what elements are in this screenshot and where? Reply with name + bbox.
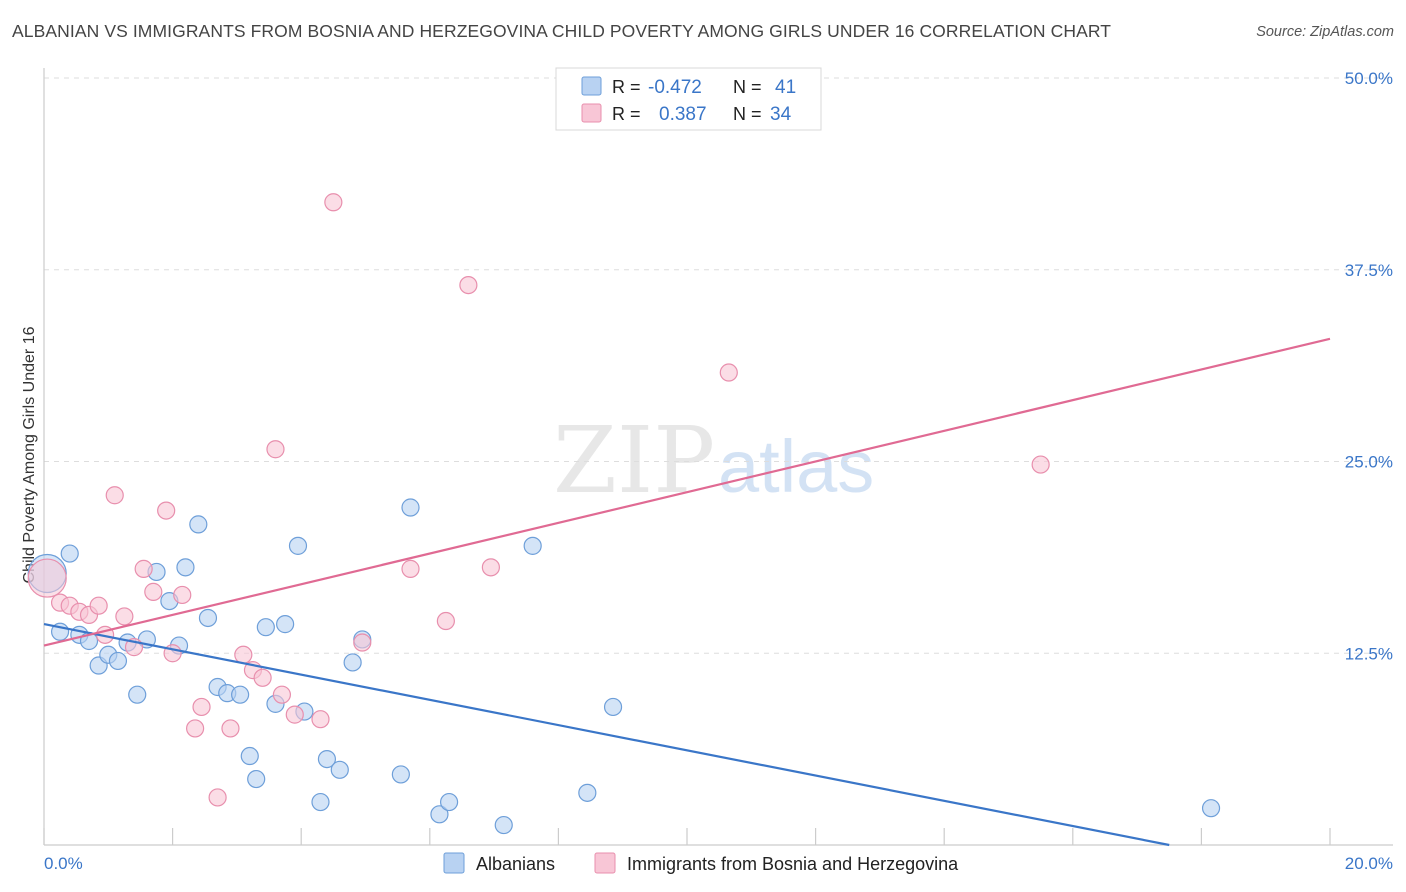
watermark: ZIP atlas	[553, 407, 874, 514]
albanians-point	[240, 746, 259, 766]
bosnia-point	[311, 710, 330, 729]
bosnia-point	[89, 596, 108, 615]
bosnia-point	[134, 559, 153, 578]
albanians-point	[343, 653, 362, 672]
albanians-point	[311, 792, 330, 812]
albanians-point	[189, 515, 208, 534]
chart-source: Source: ZipAtlas.com	[1256, 24, 1394, 40]
bosnia-point	[459, 275, 478, 295]
series-legend-label-albanians: Albanians	[476, 854, 555, 874]
bosnia-point	[221, 719, 240, 738]
albanians-trend-line	[43, 623, 1170, 847]
albanians-point	[430, 805, 449, 824]
bosnia-point	[481, 558, 500, 577]
albanians-point	[198, 608, 218, 628]
legend-r-value: 0.387	[659, 104, 707, 125]
y-tick-label: 12.5%	[1345, 644, 1393, 663]
chart-title: ALBANIAN VS IMMIGRANTS FROM BOSNIA AND H…	[12, 21, 1112, 41]
bosnia-point	[186, 719, 205, 738]
albanians-point	[494, 815, 513, 835]
albanians-point	[247, 769, 266, 789]
albanians-point	[176, 558, 195, 577]
stats-legend: R = -0.472 N = 41 R = 0.387 N = 34	[555, 67, 822, 131]
watermark-zip: ZIP	[553, 407, 715, 514]
y-tick-label: 50.0%	[1345, 69, 1393, 88]
bosnia-point	[266, 440, 285, 459]
bosnia-point	[173, 585, 192, 605]
bosnia-point	[353, 633, 372, 652]
bosnia-point	[253, 668, 272, 687]
x-tick-label-min: 0.0%	[44, 854, 83, 873]
bosnia-point	[144, 582, 163, 601]
bosnia-point	[27, 558, 67, 598]
albanians-point	[603, 697, 623, 717]
albanians-point	[578, 783, 597, 802]
albanians-point	[276, 615, 295, 634]
albanians-point	[330, 760, 349, 779]
albanians-point	[256, 618, 275, 637]
trend-lines	[43, 337, 1331, 847]
legend-r-value: -0.472	[648, 77, 702, 98]
albanians-point	[401, 498, 420, 517]
bosnia-point	[272, 685, 292, 704]
grid-lines	[44, 77, 1393, 654]
legend-swatch-pink	[581, 103, 602, 123]
scatter-points	[27, 193, 1221, 835]
series-legend-label-bosnia: Immigrants from Bosnia and Herzegovina	[627, 854, 959, 874]
series-legend-swatch-albanians	[443, 852, 465, 874]
legend-n-value: 34	[770, 104, 792, 125]
bosnia-point	[436, 611, 455, 631]
y-axis-title: Child Poverty Among Girls Under 16	[21, 326, 38, 583]
y-tick-label: 25.0%	[1345, 453, 1393, 472]
albanians-point	[439, 792, 459, 812]
albanians-point	[60, 544, 79, 563]
bosnia-point	[285, 705, 304, 724]
bosnia-point	[1031, 455, 1050, 474]
albanians-point	[128, 685, 147, 704]
series-legend-swatch-bosnia	[594, 852, 616, 874]
y-tick-label: 37.5%	[1345, 261, 1393, 280]
bosnia-point	[105, 486, 124, 505]
legend-r-label: R =	[612, 104, 641, 124]
bosnia-point	[157, 501, 176, 520]
x-tick-label-max: 20.0%	[1345, 854, 1393, 873]
legend-swatch-blue	[581, 76, 602, 96]
bosnia-point	[208, 788, 227, 807]
albanians-point	[523, 536, 542, 555]
albanians-point	[1201, 799, 1221, 818]
legend-n-label: N =	[733, 77, 762, 97]
albanians-point	[108, 651, 128, 671]
legend-n-label: N =	[733, 104, 762, 124]
legend-r-label: R =	[612, 77, 641, 97]
albanians-point	[391, 765, 410, 784]
bosnia-point	[719, 363, 738, 382]
bosnia-point	[234, 645, 253, 664]
albanians-point	[231, 685, 250, 704]
legend-n-value: 41	[775, 77, 796, 98]
bosnia-point	[115, 607, 134, 626]
bosnia-point	[324, 193, 343, 212]
albanians-point	[288, 536, 308, 555]
bosnia-point	[192, 697, 211, 717]
bosnia-point	[401, 559, 420, 578]
bosnia-trend-line	[43, 337, 1331, 647]
albanians-point	[317, 749, 337, 769]
series-legend: Albanians Immigrants from Bosnia and Her…	[443, 852, 959, 874]
